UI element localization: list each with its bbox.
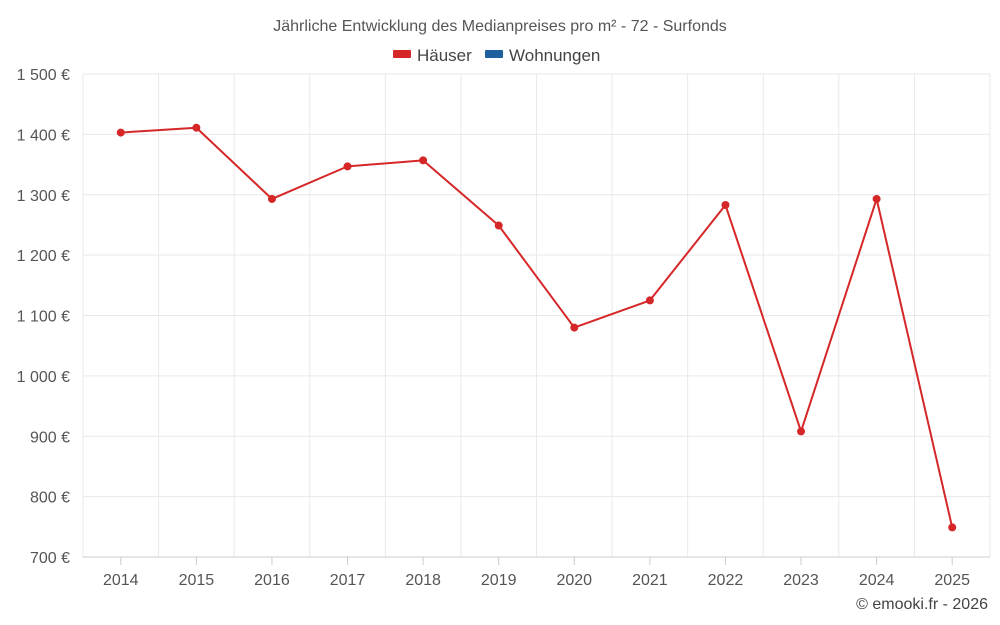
y-tick-label: 700 € [30,550,70,567]
data-point[interactable] [419,156,428,165]
x-tick-label: 2019 [481,572,517,589]
legend: Häuser Wohnungen [393,46,600,65]
data-point[interactable] [494,221,503,230]
grid [82,73,991,557]
x-tick-label: 2018 [405,572,441,589]
data-point[interactable] [570,323,579,332]
data-point[interactable] [267,194,276,203]
x-axis: 2014 2015 2016 2017 2018 2019 2020 2021 2022 2023… [83,556,990,589]
data-point[interactable] [343,162,352,171]
y-tick-label: 1 500 € [17,67,70,84]
legend-label-haeuser: Häuser [417,46,472,65]
data-point[interactable] [645,296,654,305]
x-tick-label: 2025 [934,572,970,589]
x-tick-label: 2020 [556,572,592,589]
data-point[interactable] [116,128,125,137]
series-line [120,126,954,528]
data-point[interactable] [192,123,201,132]
legend-item-haeuser[interactable]: Häuser [393,46,472,65]
x-tick-label: 2022 [708,572,744,589]
data-point[interactable] [721,201,730,210]
x-tick-label: 2017 [330,572,366,589]
legend-swatch-wohnungen [485,50,503,58]
chart-title: Jährliche Entwicklung des Medianpreises … [273,18,727,35]
y-tick-label: 900 € [30,429,70,446]
x-tick-label: 2023 [783,572,819,589]
legend-item-wohnungen[interactable]: Wohnungen [485,46,600,65]
y-tick-label: 1 100 € [17,309,70,326]
x-tick-label: 2014 [103,572,139,589]
y-tick-label: 1 300 € [17,188,70,205]
credit-text: © emooki.fr - 2026 [856,596,988,613]
y-tick-label: 1 400 € [17,127,70,144]
data-point[interactable] [797,427,806,436]
y-axis: 700 € 800 € 900 € 1 000 € 1 100 € 1 200 € 1 30… [17,67,70,567]
y-tick-label: 800 € [30,490,70,507]
data-point[interactable] [872,194,881,203]
series-layer [116,123,957,532]
legend-swatch-haeuser [393,50,411,58]
x-tick-label: 2015 [179,572,215,589]
x-tick-label: 2021 [632,572,668,589]
y-tick-label: 1 000 € [17,369,70,386]
x-tick-label: 2024 [859,572,895,589]
legend-label-wohnungen: Wohnungen [509,46,600,65]
x-tick-label: 2016 [254,572,290,589]
data-point[interactable] [948,523,957,532]
y-tick-label: 1 200 € [17,248,70,265]
